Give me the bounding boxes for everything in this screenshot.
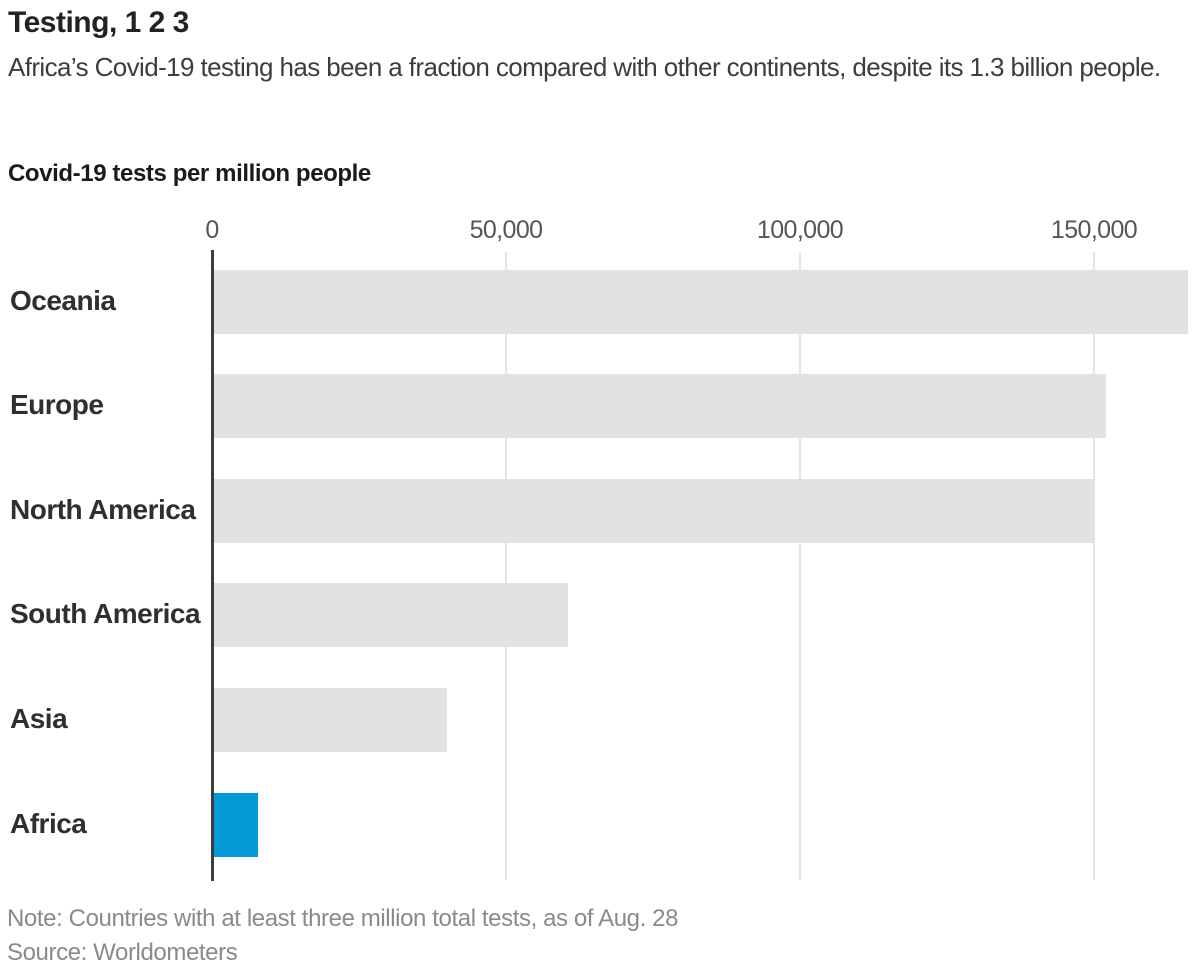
category-label: Europe bbox=[10, 389, 104, 421]
bar-south-america bbox=[213, 583, 568, 648]
x-tick-label: 0 bbox=[205, 216, 219, 244]
footnote: Note: Countries with at least three mill… bbox=[7, 905, 679, 932]
figure-title: Testing, 1 2 3 bbox=[8, 6, 189, 39]
x-tick-label: 100,000 bbox=[756, 216, 844, 244]
category-label: Africa bbox=[10, 807, 87, 839]
bar-africa bbox=[213, 792, 258, 857]
category-label: Asia bbox=[10, 702, 68, 734]
plot-area: Oceania Europe North America South America A… bbox=[0, 250, 1200, 881]
bar-europe bbox=[213, 374, 1106, 439]
source-line: Source: Worldometers bbox=[7, 939, 238, 966]
figure-subtitle: Africa’s Covid-19 testing has been a fra… bbox=[8, 52, 1161, 82]
gridline bbox=[505, 252, 507, 880]
category-label: Oceania bbox=[10, 284, 116, 316]
x-axis-tick-labels: 0 50,000 100,000 150,000 bbox=[0, 216, 1200, 246]
bar-asia bbox=[213, 687, 448, 752]
gridline bbox=[799, 252, 801, 880]
category-label: South America bbox=[10, 598, 201, 630]
x-tick-label: 150,000 bbox=[1050, 216, 1138, 244]
bar-oceania bbox=[213, 269, 1189, 334]
category-label: North America bbox=[10, 493, 196, 525]
gridline bbox=[1093, 252, 1095, 880]
x-tick-label: 50,000 bbox=[469, 216, 543, 244]
chart-title: Covid-19 tests per million people bbox=[8, 160, 371, 187]
bar-north-america bbox=[213, 478, 1094, 543]
zero-axis-line bbox=[211, 250, 214, 881]
